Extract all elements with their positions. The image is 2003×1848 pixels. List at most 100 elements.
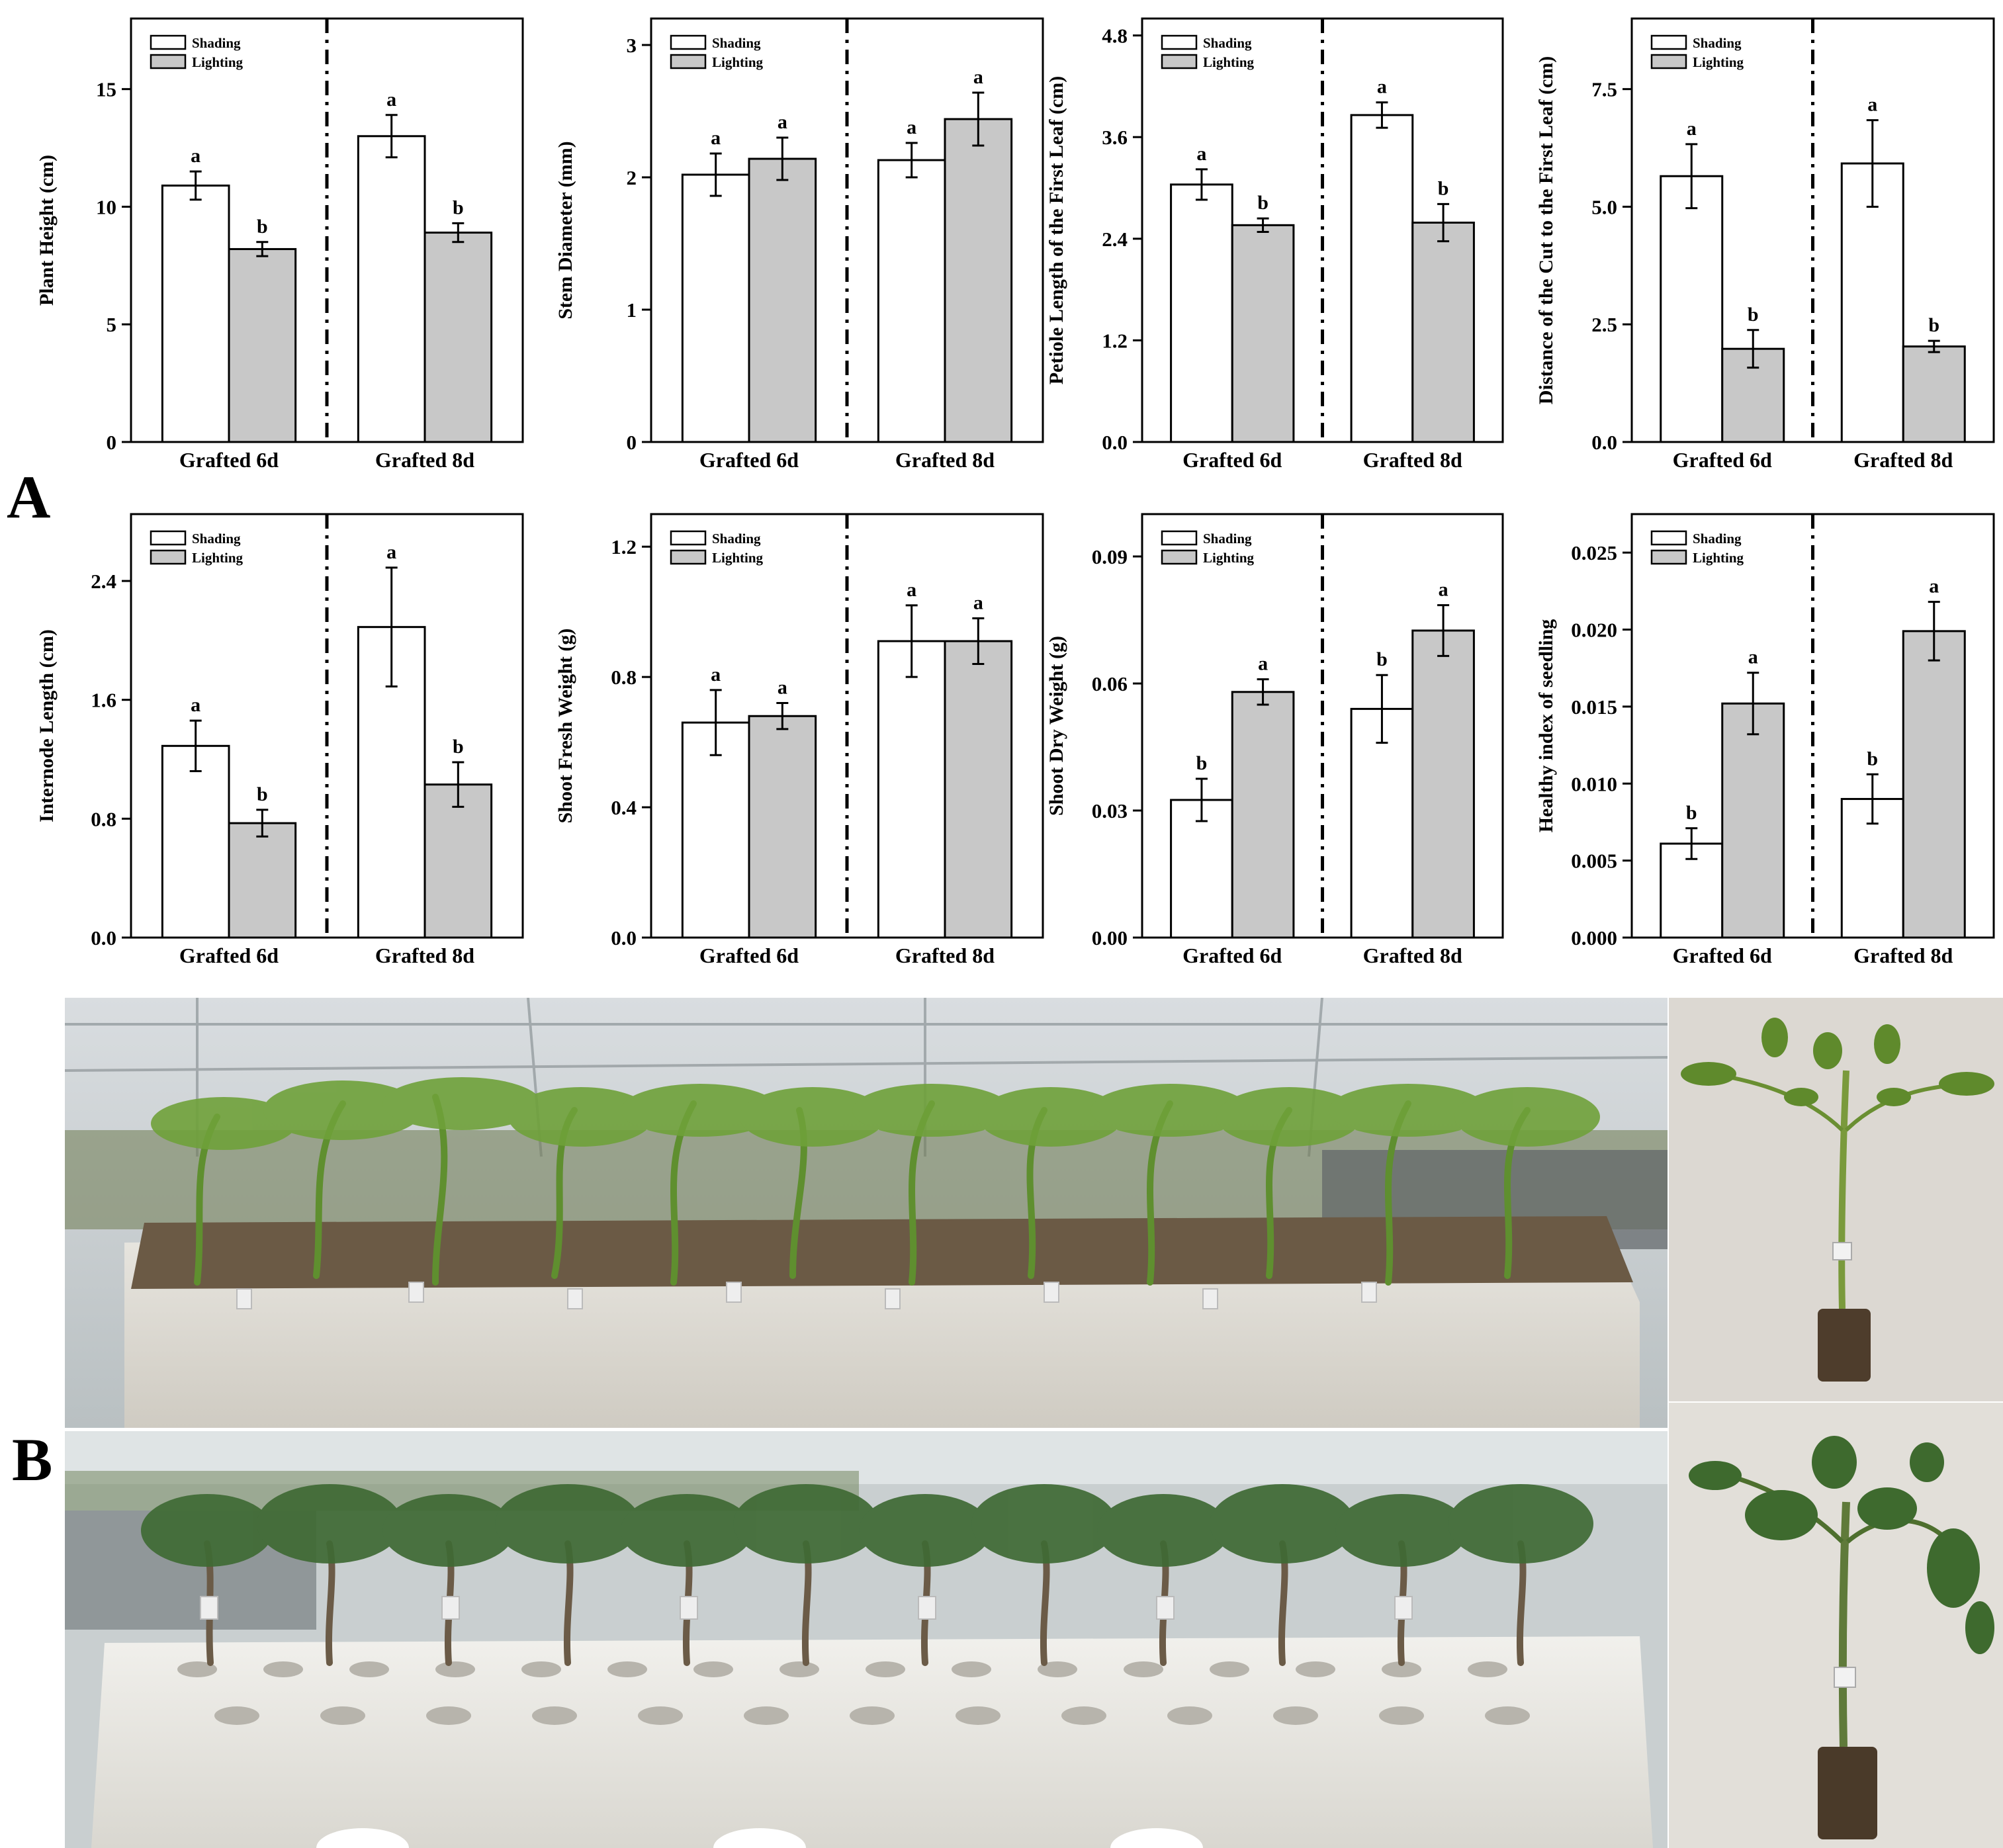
legend-swatch-lighting (1161, 54, 1198, 69)
bar-lighting-1 (1231, 691, 1295, 939)
bar-shading-1 (161, 744, 230, 939)
y-tick-label: 1 (627, 298, 637, 322)
y-tick-label: 2.5 (1591, 313, 1617, 336)
legend-swatch-shading (670, 530, 707, 546)
significance-letter: a (191, 694, 200, 716)
y-tick-label: 7.5 (1591, 78, 1617, 101)
bar-shading-1 (1170, 799, 1233, 939)
legend-label-lighting: Lighting (192, 54, 244, 70)
bar-lighting-2 (423, 232, 493, 443)
y-tick-label: 0.0 (1102, 431, 1128, 454)
y-tick-label: 0.09 (1092, 545, 1128, 568)
y-tick-label: 3.6 (1102, 126, 1128, 149)
significance-letter: a (1929, 576, 1939, 597)
chart-5: a a b b 0.0 0.8 1.6 2.4 Grafted 6d Grafted 8d Inte… (36, 513, 524, 967)
y-axis-label: Petiole Length of the First Leaf (cm) (1046, 76, 1067, 385)
significance-letter: a (778, 677, 787, 699)
y-tick-label: 0 (627, 431, 637, 454)
y-tick-label: 2 (627, 166, 637, 189)
legend-label-shading: Shading (712, 531, 761, 547)
x-tick-label: Grafted 8d (1853, 944, 1953, 967)
x-tick-label: Grafted 6d (699, 944, 799, 967)
significance-letter: a (1439, 579, 1448, 601)
panel-label-b: B (12, 1426, 53, 1493)
y-axis-label: Internode Length (cm) (36, 629, 58, 822)
legend-swatch-lighting (1161, 549, 1198, 565)
y-tick-label: 0.025 (1571, 541, 1617, 564)
legend-swatch-lighting (670, 549, 707, 565)
significance-letter: a (973, 592, 983, 614)
y-tick-label: 10 (96, 195, 116, 218)
significance-letter: a (1867, 94, 1877, 116)
legend-swatch-lighting (150, 54, 187, 69)
bar-lighting-2 (423, 783, 493, 939)
legend-label-shading: Shading (1203, 35, 1252, 51)
x-tick-label: Grafted 6d (1182, 944, 1282, 967)
bar-shading-1 (1170, 183, 1233, 443)
x-tick-label: Grafted 8d (375, 944, 474, 967)
significance-letter: b (1196, 752, 1208, 774)
significance-letter: a (1196, 143, 1206, 165)
y-tick-label: 2.4 (91, 570, 116, 593)
photo-greenhouse-tray-bottom (65, 1431, 1668, 1848)
legend-swatch-shading (1161, 34, 1198, 50)
chart-8: b b a a 0.000 0.005 0.010 0.015 0.020 0.025 Grafte… (1535, 513, 1995, 967)
x-tick-label: Grafted 6d (1673, 944, 1772, 967)
y-tick-label: 0.0 (1591, 431, 1617, 454)
bar-lighting-1 (228, 822, 297, 939)
significance-letter: b (453, 197, 464, 218)
y-tick-label: 0.03 (1092, 799, 1128, 822)
significance-letter: b (1748, 304, 1759, 326)
y-tick-label: 5 (107, 313, 117, 336)
bar-lighting-2 (944, 640, 1013, 939)
plot-frame (650, 17, 1044, 443)
y-tick-label: 15 (96, 78, 116, 101)
significance-letter: b (1686, 802, 1697, 824)
legend-label-lighting: Lighting (1693, 550, 1744, 566)
legend-swatch-lighting (670, 54, 707, 69)
photo-single-seedling-top (1669, 998, 2003, 1401)
chart-6: a a a a 0.0 0.4 0.8 1.2 Grafted 6d Grafted 8d Shoo… (555, 513, 1044, 967)
legend-label-shading: Shading (1693, 531, 1742, 547)
legend-label-lighting: Lighting (1203, 54, 1255, 70)
y-tick-label: 0.0 (611, 926, 637, 949)
significance-letter: a (907, 116, 916, 138)
bar-lighting-1 (748, 157, 817, 443)
significance-letter: a (1377, 76, 1387, 98)
x-tick-label: Grafted 8d (895, 448, 995, 472)
bar-shading-2 (357, 135, 426, 443)
y-tick-label: 0.06 (1092, 672, 1128, 695)
legend-swatch-lighting (150, 549, 187, 565)
bar-shading-1 (681, 173, 750, 443)
y-tick-label: 0.005 (1571, 850, 1617, 873)
y-axis-label: Distance of the Cut to the First Leaf (c… (1535, 56, 1557, 405)
y-axis-label: Shoot Fresh Weight (g) (555, 629, 576, 824)
y-tick-label: 3 (627, 34, 637, 57)
bar-shading-2 (877, 640, 946, 939)
plot-frame (650, 513, 1044, 939)
significance-letter: a (1748, 646, 1758, 668)
y-axis-label: Stem Diameter (mm) (555, 141, 576, 319)
significance-letter: a (907, 579, 916, 601)
significance-letter: a (191, 145, 200, 167)
y-tick-label: 0.000 (1571, 926, 1617, 949)
x-tick-label: Grafted 6d (179, 448, 279, 472)
bar-lighting-2 (1411, 629, 1475, 939)
y-tick-label: 1.2 (1102, 329, 1128, 352)
bar-shading-2 (877, 159, 946, 443)
y-tick-label: 0.020 (1571, 619, 1617, 642)
legend-swatch-shading (1161, 530, 1198, 546)
legend-label-lighting: Lighting (712, 54, 764, 70)
y-tick-label: 0.4 (611, 796, 637, 819)
significance-letter: b (1257, 192, 1269, 214)
panel-label-a: A (7, 463, 51, 531)
plot-frame (1630, 513, 1995, 939)
legend-label-lighting: Lighting (712, 550, 764, 566)
x-tick-label: Grafted 6d (1182, 448, 1282, 472)
significance-letter: a (973, 66, 983, 88)
legend-swatch-lighting (1650, 549, 1687, 565)
chart-1: a a b b 0 5 10 15 Grafted 6d Grafted 8d Plant Heig… (36, 17, 524, 472)
y-tick-label: 5.0 (1591, 195, 1617, 218)
legend-label-shading: Shading (192, 35, 241, 51)
bar-lighting-1 (1231, 224, 1295, 443)
